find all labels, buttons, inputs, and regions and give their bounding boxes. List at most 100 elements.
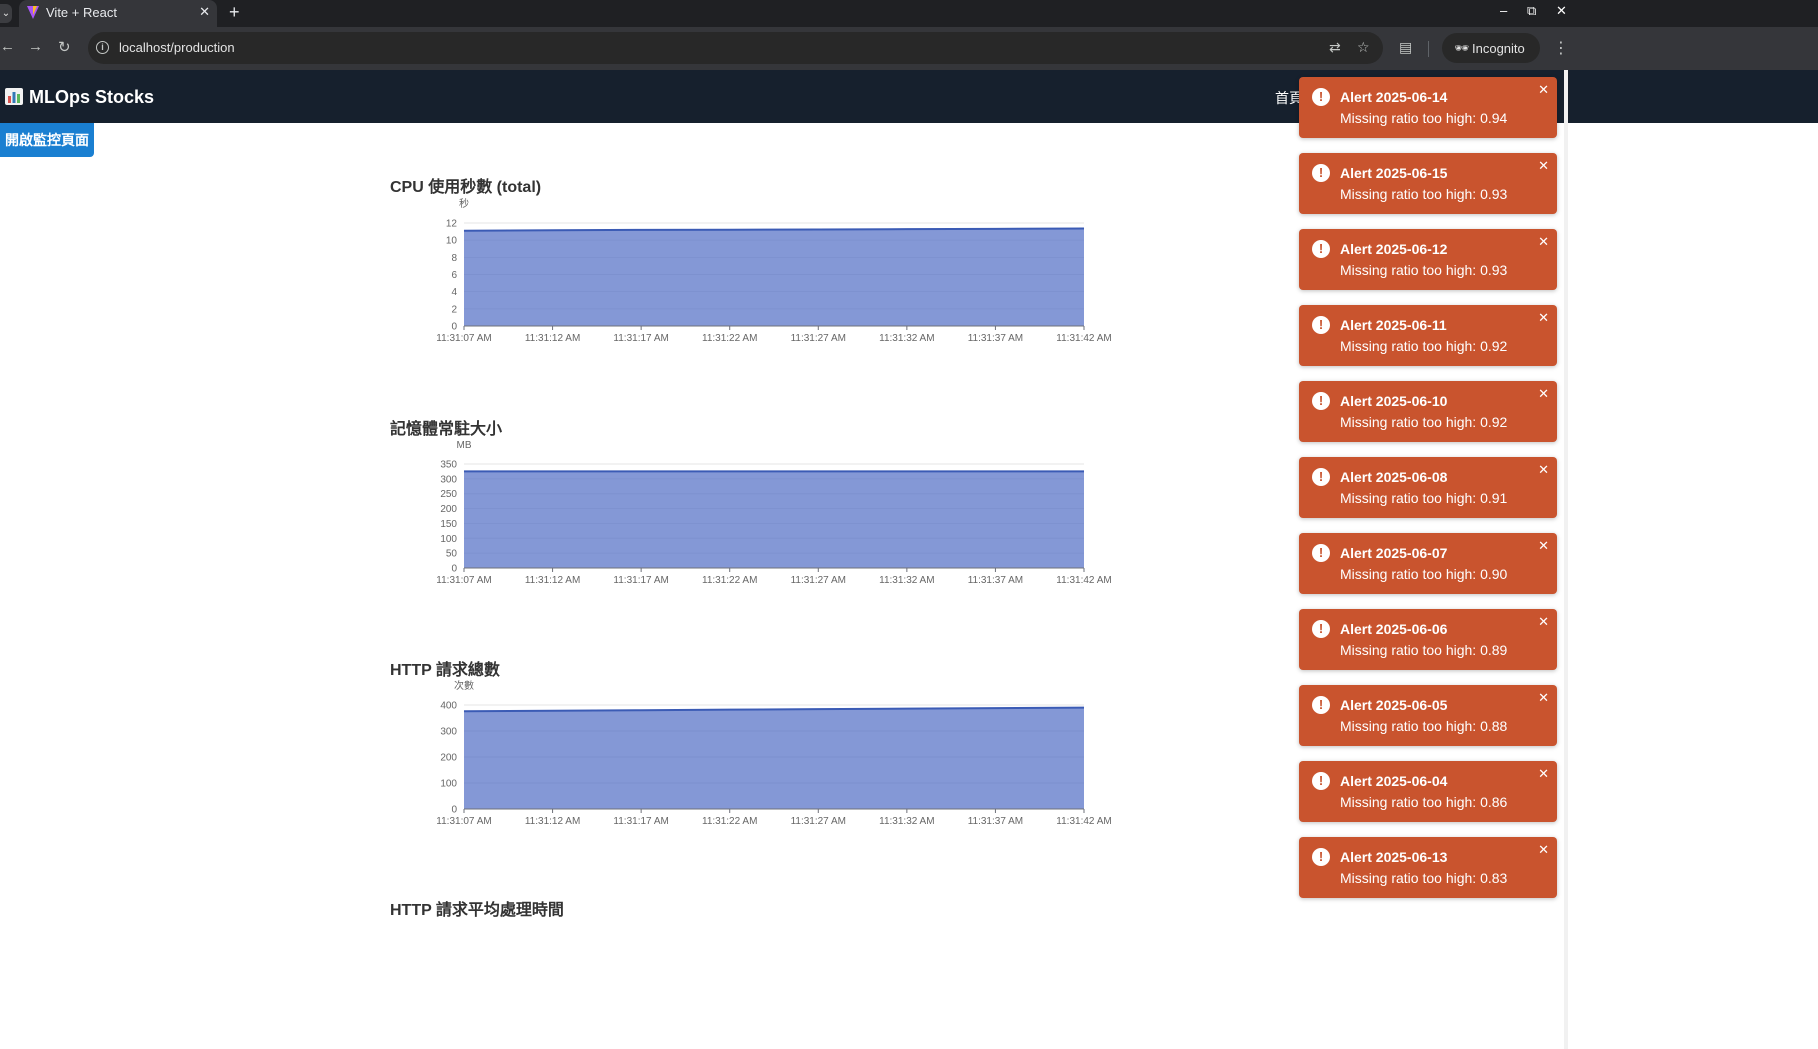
chart-cpu-svg: 秒 0 2 4 6 8 10 12 11:31:07 AM 11:31:12 AM 11:31:17… (436, 197, 1111, 344)
close-icon[interactable]: ✕ (1538, 234, 1549, 249)
site-info-icon[interactable]: i (96, 41, 109, 54)
brand-title: MLOps Stocks (29, 87, 155, 107)
x-tick-label: 11:31:17 AM (613, 333, 668, 344)
series-area (464, 707, 1084, 809)
alert-icon: ! (1312, 696, 1330, 714)
close-icon[interactable]: ✕ (1538, 842, 1549, 857)
tab-title: Vite + React (46, 5, 117, 20)
toast-title: Alert 2025-06-05 (1340, 697, 1448, 713)
alert-icon: ! (1312, 848, 1330, 866)
restore-button[interactable]: ⧉ (1527, 3, 1537, 18)
open-monitor-button[interactable]: 開啟監控頁面 (0, 123, 94, 157)
scrollbar-track[interactable] (1564, 70, 1568, 1049)
alert-icon: ! (1312, 468, 1330, 486)
x-tick-label: 11:31:32 AM (879, 816, 934, 827)
y-tick-label: 250 (440, 489, 457, 500)
browser-menu-icon[interactable]: ⋮ (1553, 40, 1569, 57)
forward-icon[interactable]: → (28, 38, 43, 55)
y-tick-label: 12 (446, 219, 458, 230)
toast-title: Alert 2025-06-07 (1340, 545, 1448, 561)
translate-icon[interactable]: ⇄ (1329, 39, 1341, 55)
chart-title: HTTP 請求平均處理時間 (390, 902, 564, 919)
x-tick-label: 11:31:07 AM (436, 816, 491, 827)
chart-title: 記憶體常駐大小 (390, 421, 503, 438)
toast-title: Alert 2025-06-10 (1340, 393, 1448, 409)
toast-message: Missing ratio too high: 0.92 (1340, 338, 1508, 354)
x-tick-label: 11:31:27 AM (791, 575, 846, 586)
toast-message: Missing ratio too high: 0.89 (1340, 642, 1508, 658)
alert-toast[interactable]: ! Alert 2025-06-10 Missing ratio too high:… (1299, 381, 1557, 442)
reload-icon[interactable]: ↻ (58, 39, 71, 56)
x-tick-label: 11:31:37 AM (968, 333, 1023, 344)
close-icon[interactable]: ✕ (1538, 386, 1549, 401)
toast-message: Missing ratio too high: 0.88 (1340, 718, 1508, 734)
tab-close-icon[interactable]: ✕ (199, 4, 210, 19)
alert-toast[interactable]: ! Alert 2025-06-04 Missing ratio too high:… (1299, 761, 1557, 822)
brand[interactable]: MLOps Stocks (5, 87, 154, 108)
toast-message: Missing ratio too high: 0.93 (1340, 262, 1508, 278)
alert-toast[interactable]: ! Alert 2025-06-15 Missing ratio too high:… (1299, 153, 1557, 214)
alert-icon: ! (1312, 544, 1330, 562)
x-tick-label: 11:31:42 AM (1056, 816, 1111, 827)
toast-message: Missing ratio too high: 0.93 (1340, 186, 1508, 202)
series-line (463, 706, 1085, 713)
toast-message: Missing ratio too high: 0.92 (1340, 414, 1508, 430)
close-window-button[interactable]: ✕ (1556, 3, 1567, 18)
close-icon[interactable]: ✕ (1538, 82, 1549, 97)
alert-toast[interactable]: ! Alert 2025-06-07 Missing ratio too high:… (1299, 533, 1557, 594)
incognito-icon: 🕶 (1454, 41, 1470, 55)
x-tick-label: 11:31:12 AM (525, 575, 580, 586)
toast-message: Missing ratio too high: 0.90 (1340, 566, 1508, 582)
y-tick-label: 200 (440, 753, 457, 764)
close-icon[interactable]: ✕ (1538, 462, 1549, 477)
alert-icon: ! (1312, 88, 1330, 106)
side-panel-icon[interactable]: ▤ (1399, 39, 1413, 55)
browser-tab[interactable]: Vite + React ✕ (19, 0, 217, 27)
y-tick-label: 8 (451, 253, 457, 264)
incognito-badge[interactable]: 🕶 Incognito (1442, 33, 1540, 63)
close-icon[interactable]: ✕ (1538, 538, 1549, 553)
x-tick-label: 11:31:37 AM (968, 575, 1023, 586)
x-tick-label: 11:31:32 AM (879, 575, 934, 586)
vite-logo-icon (27, 6, 39, 19)
toast-message: Missing ratio too high: 0.83 (1340, 870, 1508, 886)
y-axis-unit: 次數 (454, 679, 474, 692)
address-bar[interactable]: i localhost/production ⇄ ☆ (88, 32, 1383, 64)
url-text[interactable]: localhost/production (119, 40, 235, 55)
back-icon[interactable]: ← (0, 38, 15, 55)
y-tick-label: 300 (440, 474, 457, 485)
y-tick-label: 300 (440, 727, 457, 738)
incognito-label: Incognito (1472, 41, 1525, 56)
x-tick-label: 11:31:37 AM (968, 816, 1023, 827)
close-icon[interactable]: ✕ (1538, 766, 1549, 781)
y-tick-label: 350 (440, 460, 457, 471)
close-icon[interactable]: ✕ (1538, 690, 1549, 705)
y-tick-label: 100 (440, 779, 457, 790)
close-icon[interactable]: ✕ (1538, 158, 1549, 173)
alert-toast[interactable]: ! Alert 2025-06-05 Missing ratio too high:… (1299, 685, 1557, 746)
alert-toast[interactable]: ! Alert 2025-06-12 Missing ratio too high:… (1299, 229, 1557, 290)
new-tab-button[interactable]: + (229, 2, 240, 22)
bookmark-star-icon[interactable]: ☆ (1357, 39, 1370, 55)
minimize-button[interactable]: – (1500, 3, 1508, 18)
alert-icon: ! (1312, 316, 1330, 334)
browser-tabstrip: ⌄ Vite + React ✕ + – ⧉ ✕ (0, 0, 1818, 27)
close-icon[interactable]: ✕ (1538, 614, 1549, 629)
y-tick-label: 200 (440, 504, 457, 515)
y-tick-label: 150 (440, 519, 457, 530)
alert-toast[interactable]: ! Alert 2025-06-11 Missing ratio too high:… (1299, 305, 1557, 366)
alert-toast[interactable]: ! Alert 2025-06-08 Missing ratio too high:… (1299, 457, 1557, 518)
toast-title: Alert 2025-06-04 (1340, 773, 1448, 789)
nav-home-link[interactable]: 首頁 (1275, 90, 1303, 106)
x-tick-label: 11:31:12 AM (525, 816, 580, 827)
alert-toast[interactable]: ! Alert 2025-06-14 Missing ratio too high:… (1299, 77, 1557, 138)
tab-search-button[interactable]: ⌄ (0, 4, 12, 23)
alert-toast[interactable]: ! Alert 2025-06-13 Missing ratio too high:… (1299, 837, 1557, 898)
x-tick-label: 11:31:17 AM (613, 816, 668, 827)
alert-toast[interactable]: ! Alert 2025-06-06 Missing ratio too high:… (1299, 609, 1557, 670)
close-icon[interactable]: ✕ (1538, 310, 1549, 325)
browser-toolbar: ← → ↻ i localhost/production ⇄ ☆ (0, 27, 1818, 70)
y-axis-unit: MB (457, 440, 472, 451)
x-tick-label: 11:31:07 AM (436, 333, 491, 344)
alert-icon: ! (1312, 164, 1330, 182)
